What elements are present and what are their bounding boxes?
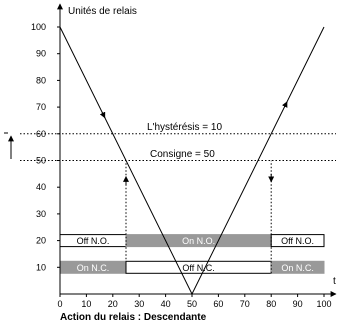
relay-segment xyxy=(270,260,325,274)
y-tick-label: 30 xyxy=(36,209,46,219)
y-axis-label: Unités de relais xyxy=(68,6,137,17)
reference-lines xyxy=(20,133,336,161)
direction-arrow xyxy=(99,111,106,119)
relay-segment-label: On N.C. xyxy=(281,263,314,273)
y-tick-label: 70 xyxy=(36,102,46,112)
y-tick-label: 90 xyxy=(36,49,46,59)
setpoint-label: Consigne = 50 xyxy=(150,149,215,160)
relay-state-rows: Off N.O. On N.O. Off N.O. On N.C. Off N.C. On… xyxy=(59,234,325,274)
relay-segment-label: On N.O. xyxy=(182,236,215,246)
axis-ticks: 0 10 20 30 40 50 60 70 80 90 100 10 20 30 40 50 60 70 80 90… xyxy=(31,22,332,309)
relay-segment-label: On N.C. xyxy=(77,263,110,273)
x-tick-label: 50 xyxy=(187,299,197,309)
y-tick-label: 20 xyxy=(36,236,46,246)
relay-segment-label: Off N.O. xyxy=(281,236,314,246)
chart-caption: Action du relais : Descendante xyxy=(60,312,207,323)
switch-markers xyxy=(123,160,275,274)
x-tick-label: 10 xyxy=(81,299,91,309)
y-tick-label: 100 xyxy=(31,22,46,32)
series-line xyxy=(59,26,325,296)
x-tick-label: 70 xyxy=(240,299,250,309)
x-tick-label: 20 xyxy=(108,299,118,309)
y-tick-label: 50 xyxy=(36,156,46,166)
x-tick-label: 90 xyxy=(293,299,303,309)
y-tick-label: 10 xyxy=(36,262,46,272)
hysteresis-label: L'hystérésis = 10 xyxy=(147,122,222,133)
relay-segment-label: Off N.C. xyxy=(182,263,214,273)
x-axis-label: t xyxy=(333,276,336,287)
y-tick-label: 80 xyxy=(36,75,46,85)
relay-segment-label: Off N.O. xyxy=(77,236,110,246)
x-tick-label: 60 xyxy=(213,299,223,309)
axes xyxy=(57,3,337,297)
y-tick-label: 60 xyxy=(36,129,46,139)
x-tick-label: 80 xyxy=(266,299,276,309)
x-tick-label: 100 xyxy=(316,299,331,309)
x-tick-label: 40 xyxy=(161,299,171,309)
y-tick-label: 40 xyxy=(36,182,46,192)
x-tick-label: 0 xyxy=(57,299,62,309)
direction-arrow xyxy=(281,101,288,108)
x-tick-label: 30 xyxy=(134,299,144,309)
hysteresis-marker xyxy=(4,132,14,159)
